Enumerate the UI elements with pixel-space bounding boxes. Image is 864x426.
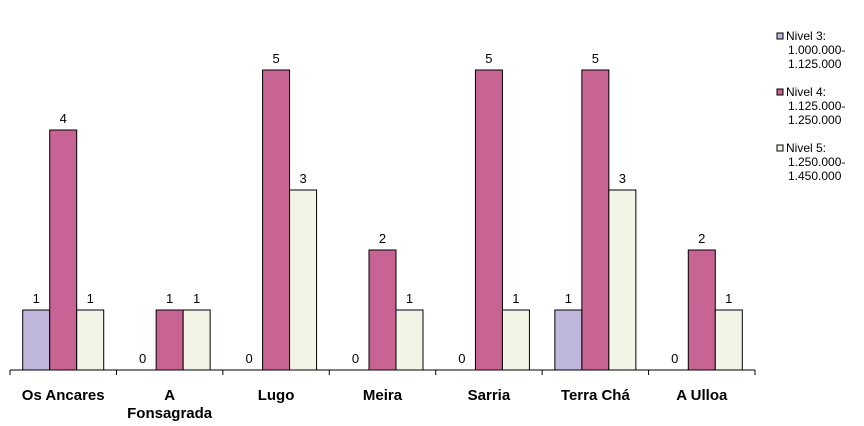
bar bbox=[554, 309, 583, 371]
data-label: 3 bbox=[299, 171, 306, 186]
axis-layer bbox=[9, 369, 756, 375]
category-label: Fonsagrada bbox=[127, 405, 213, 422]
category-label: A Ulloa bbox=[676, 387, 728, 404]
bar bbox=[581, 69, 610, 371]
data-label: 0 bbox=[245, 351, 252, 366]
legend-entry: Nivel 4: bbox=[786, 85, 826, 99]
legend-entry: Nivel 5: bbox=[786, 141, 826, 155]
bar bbox=[49, 129, 78, 371]
legend-swatch bbox=[776, 32, 784, 40]
bar bbox=[76, 309, 105, 371]
data-label: 0 bbox=[458, 351, 465, 366]
bars-layer bbox=[22, 69, 743, 371]
category-label: Sarria bbox=[468, 387, 511, 404]
data-label: 5 bbox=[485, 51, 492, 66]
bar bbox=[501, 309, 530, 371]
data-label: 0 bbox=[671, 351, 678, 366]
legend: Nivel 3:1.000.000-1.125.000 Nivel 4:1.125… bbox=[776, 29, 845, 183]
data-label: 3 bbox=[619, 171, 626, 186]
bar bbox=[262, 69, 291, 371]
bar bbox=[395, 309, 424, 371]
bar bbox=[474, 69, 503, 371]
data-label: 4 bbox=[60, 111, 67, 126]
legend-swatch bbox=[776, 144, 784, 152]
data-label: 5 bbox=[272, 51, 279, 66]
bar bbox=[608, 189, 637, 371]
data-label: 0 bbox=[139, 351, 146, 366]
data-label: 1 bbox=[512, 291, 519, 306]
category-label: Lugo bbox=[258, 387, 295, 404]
data-label: 2 bbox=[379, 231, 386, 246]
legend-entry: 1.000.000- bbox=[788, 43, 845, 57]
bar bbox=[368, 249, 397, 371]
data-label: 1 bbox=[87, 291, 94, 306]
bar bbox=[687, 249, 716, 371]
legend-swatch bbox=[776, 88, 784, 96]
bar bbox=[289, 189, 318, 371]
category-label: A bbox=[164, 387, 175, 404]
legend-entry: Nivel 3: bbox=[786, 29, 826, 43]
legend-entry: 1.250.000 bbox=[788, 113, 842, 127]
data-label: 1 bbox=[33, 291, 40, 306]
bar bbox=[22, 309, 51, 371]
data-label: 1 bbox=[406, 291, 413, 306]
data-label: 1 bbox=[725, 291, 732, 306]
legend-entry: 1.450.000 bbox=[788, 169, 842, 183]
bar bbox=[714, 309, 743, 371]
legend-entry: 1.250.000- bbox=[788, 155, 845, 169]
legend-entry: 1.125.000- bbox=[788, 99, 845, 113]
data-label: 5 bbox=[592, 51, 599, 66]
bar bbox=[155, 309, 184, 371]
bar bbox=[182, 309, 211, 371]
category-label: Os Ancares bbox=[22, 387, 105, 404]
data-label: 1 bbox=[193, 291, 200, 306]
category-label: Meira bbox=[363, 387, 403, 404]
data-label: 1 bbox=[565, 291, 572, 306]
data-label: 1 bbox=[166, 291, 173, 306]
data-label: 0 bbox=[352, 351, 359, 366]
category-label: Terra Chá bbox=[561, 387, 631, 404]
data-label: 2 bbox=[698, 231, 705, 246]
legend-entry: 1.125.000 bbox=[788, 57, 842, 71]
